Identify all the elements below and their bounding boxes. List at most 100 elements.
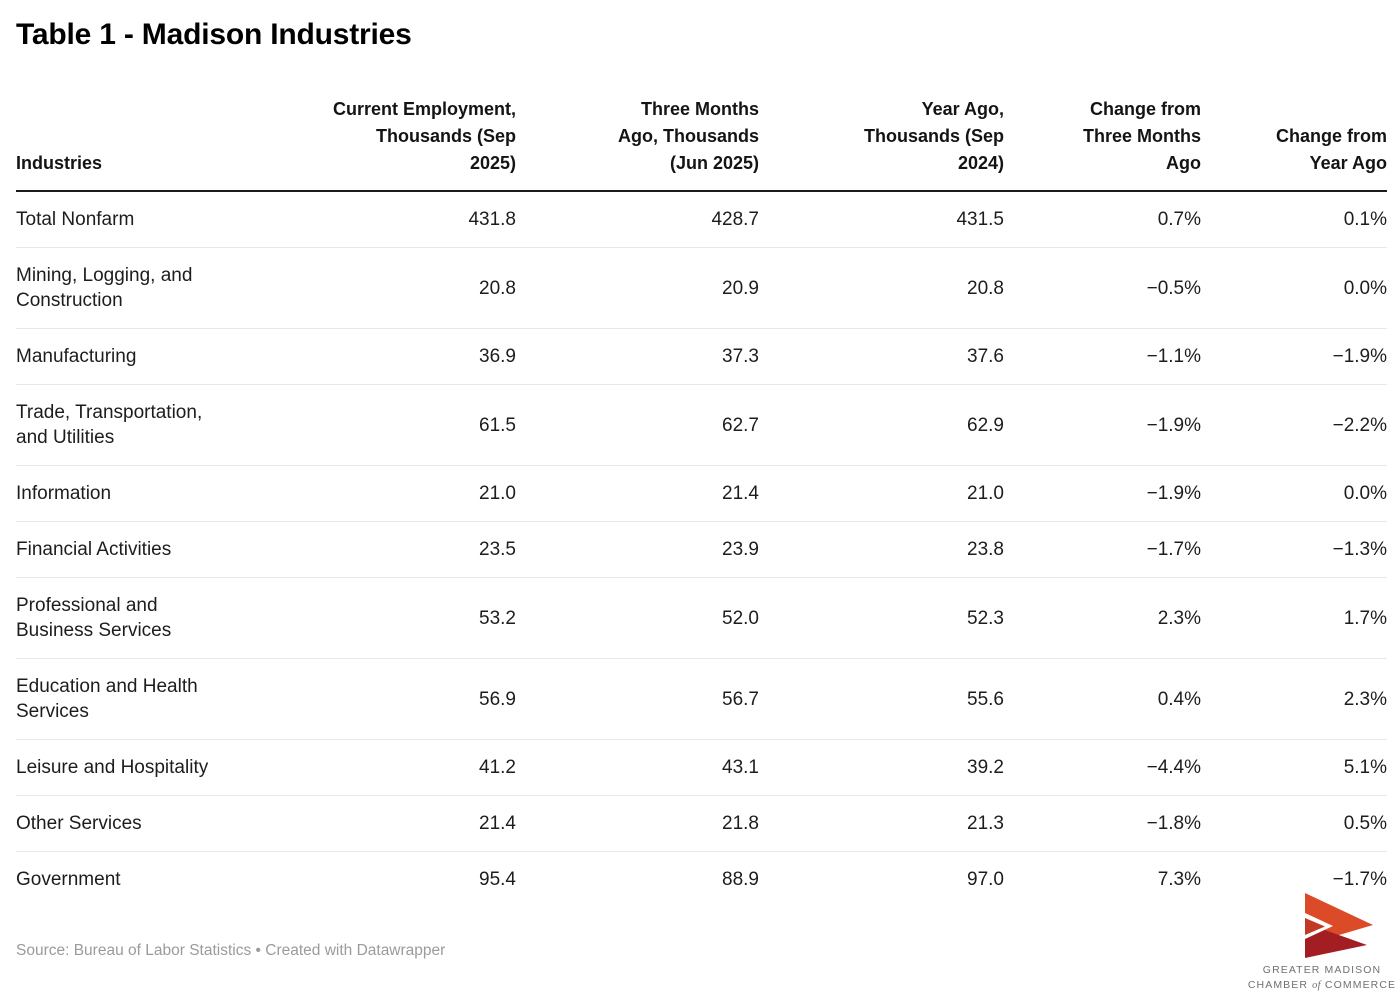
industry-name: Financial Activities — [16, 539, 172, 560]
table-row: Trade, Transportation, and Utilities 61.… — [16, 384, 1387, 466]
change-year-cell: 0.5% — [1201, 795, 1387, 852]
change-three-months-cell: 0.4% — [1004, 658, 1201, 740]
current-employment-cell: 56.9 — [296, 658, 516, 740]
industry-name-cell: Other Services — [16, 795, 296, 852]
header-row: Industries Current Employment, Thousands… — [16, 96, 1387, 192]
current-employment-cell: 36.9 — [296, 328, 516, 385]
table-row: Financial Activities 23.5 23.9 23.8 −1.7… — [16, 521, 1387, 578]
table-row: Mining, Logging, and Construction 20.8 2… — [16, 247, 1387, 329]
change-three-months-cell: −1.1% — [1004, 328, 1201, 385]
industry-name: Trade, Transportation, and Utilities — [16, 402, 203, 448]
three-months-ago-cell: 23.9 — [516, 521, 759, 578]
header-line: (Jun 2025) — [669, 153, 759, 173]
industry-name-cell: Mining, Logging, and Construction — [16, 247, 296, 329]
industry-name-cell: Total Nonfarm — [16, 191, 296, 248]
year-ago-cell: 21.0 — [759, 465, 1004, 522]
industry-name: Professional and Business Services — [16, 595, 172, 641]
current-employment-cell: 20.8 — [296, 247, 516, 329]
industry-name: Education and Health Services — [16, 676, 198, 722]
table-row: Information 21.0 21.4 21.0 −1.9% 0.0% — [16, 465, 1387, 522]
header-line: Current Employment, — [332, 99, 516, 119]
header-line: Ago, Thousands — [618, 126, 759, 146]
three-months-ago-cell: 37.3 — [516, 328, 759, 385]
industry-name: Other Services — [16, 813, 142, 834]
change-three-months-cell: −0.5% — [1004, 247, 1201, 329]
header-line: Three Months — [640, 99, 759, 119]
change-three-months-cell: 2.3% — [1004, 577, 1201, 659]
chamber-logo-text-line1: GREATER MADISON — [1262, 964, 1382, 976]
logo-of-word: of — [1312, 980, 1321, 991]
table-chart-container: Table 1 - Madison Industries Industries … — [16, 18, 1387, 959]
column-header-current-employment: Current Employment, Thousands (Sep 2025) — [296, 96, 516, 192]
chamber-logo-text-line2: CHAMBER of COMMERCE — [1247, 978, 1397, 993]
year-ago-cell: 37.6 — [759, 328, 1004, 385]
three-months-ago-cell: 428.7 — [516, 191, 759, 248]
industry-name: Mining, Logging, and Construction — [16, 265, 193, 311]
source-attribution: Source: Bureau of Labor Statistics • Cre… — [16, 942, 446, 959]
three-months-ago-cell: 21.4 — [516, 465, 759, 522]
change-three-months-cell: −1.9% — [1004, 465, 1201, 522]
table-header: Industries Current Employment, Thousands… — [16, 96, 1387, 192]
page-title: Table 1 - Madison Industries — [16, 18, 412, 51]
change-three-months-cell: −1.8% — [1004, 795, 1201, 852]
column-header-change-year: Change from Year Ago — [1201, 96, 1387, 192]
header-line: Year Ago, — [921, 99, 1004, 119]
change-year-cell: 1.7% — [1201, 577, 1387, 659]
current-employment-cell: 431.8 — [296, 191, 516, 248]
table-row: Professional and Business Services 53.2 … — [16, 577, 1387, 659]
table-row: Leisure and Hospitality 41.2 43.1 39.2 −… — [16, 739, 1387, 796]
year-ago-cell: 97.0 — [967, 869, 1004, 890]
chamber-logo-icon — [1305, 893, 1373, 958]
industry-name: Information — [16, 483, 112, 504]
header-line: Thousands (Sep — [863, 126, 1004, 146]
industry-name-cell: Leisure and Hospitality — [16, 739, 296, 796]
header-line: Change from — [1275, 126, 1387, 146]
three-months-ago-cell: 56.7 — [516, 658, 759, 740]
header-line: Ago — [1166, 153, 1201, 173]
change-year-cell: 0.0% — [1201, 247, 1387, 329]
year-ago-cell: 62.9 — [759, 384, 1004, 466]
three-months-ago-cell: 20.9 — [516, 247, 759, 329]
change-three-months-cell: 7.3% — [1157, 869, 1201, 890]
industry-name: Manufacturing — [16, 346, 137, 367]
industry-name-cell: Manufacturing — [16, 328, 296, 385]
current-employment-cell: 61.5 — [296, 384, 516, 466]
three-months-ago-cell: 62.7 — [516, 384, 759, 466]
current-employment-cell: 21.0 — [296, 465, 516, 522]
current-employment-cell: 23.5 — [296, 521, 516, 578]
logo-commerce-word: COMMERCE — [1324, 979, 1397, 991]
table-row: Total Nonfarm 431.8 428.7 431.5 0.7% 0.1… — [16, 191, 1387, 248]
industry-name-cell: Government — [16, 852, 296, 908]
change-year-cell: 0.0% — [1201, 465, 1387, 522]
change-three-months-cell: −1.7% — [1004, 521, 1201, 578]
change-year-cell: −1.7% — [1332, 869, 1387, 890]
header-line: 2025) — [469, 153, 516, 173]
industries-table: Industries Current Employment, Thousands… — [16, 96, 1387, 907]
industry-name-cell: Information — [16, 465, 296, 522]
change-three-months-cell: −4.4% — [1004, 739, 1201, 796]
year-ago-cell: 55.6 — [759, 658, 1004, 740]
industry-name-cell: Financial Activities — [16, 521, 296, 578]
table-row: Other Services 21.4 21.8 21.3 −1.8% 0.5% — [16, 795, 1387, 852]
three-months-ago-cell: 52.0 — [516, 577, 759, 659]
industry-name: Leisure and Hospitality — [16, 757, 209, 778]
column-header-industries: Industries — [16, 96, 296, 192]
three-months-ago-cell: 88.9 — [722, 869, 759, 890]
column-header-year-ago: Year Ago, Thousands (Sep 2024) — [759, 96, 1004, 192]
current-employment-cell: 95.4 — [479, 869, 516, 890]
table-row: Manufacturing 36.9 37.3 37.6 −1.1% −1.9% — [16, 328, 1387, 385]
column-header-three-months-ago: Three Months Ago, Thousands (Jun 2025) — [516, 96, 759, 192]
header-line: Industries — [16, 153, 103, 173]
current-employment-cell: 21.4 — [296, 795, 516, 852]
industry-name-cell: Education and Health Services — [16, 658, 296, 740]
header-line: Three Months — [1082, 126, 1201, 146]
table-body: Total Nonfarm 431.8 428.7 431.5 0.7% 0.1… — [16, 191, 1387, 907]
industry-name: Total Nonfarm — [16, 209, 135, 230]
industry-name-cell: Trade, Transportation, and Utilities — [16, 384, 296, 466]
change-year-cell: 0.1% — [1201, 191, 1387, 248]
change-three-months-cell: −1.9% — [1004, 384, 1201, 466]
three-months-ago-cell: 21.8 — [516, 795, 759, 852]
year-ago-cell: 39.2 — [759, 739, 1004, 796]
change-year-cell: −1.9% — [1201, 328, 1387, 385]
logo-chamber-word: CHAMBER — [1247, 979, 1309, 991]
